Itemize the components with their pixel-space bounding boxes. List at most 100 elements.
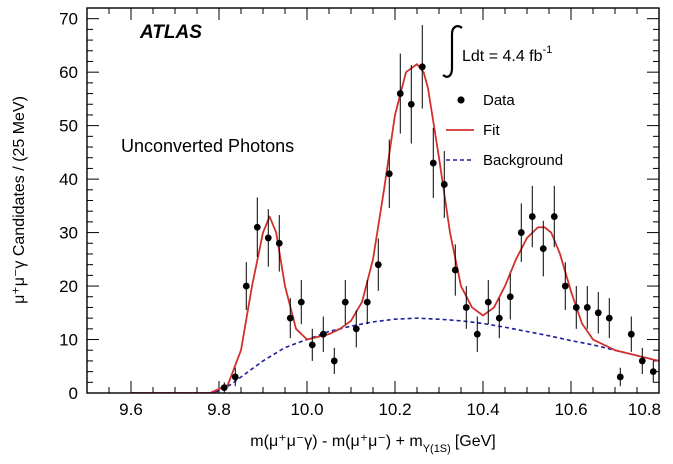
data-marker: [440, 181, 448, 188]
data-marker: [638, 357, 646, 365]
data-point: [330, 347, 338, 375]
data-marker: [561, 282, 569, 290]
data-marker: [253, 223, 261, 231]
data-marker: [418, 63, 426, 71]
legend-label-fit: Fit: [483, 122, 500, 139]
y-tick-label: 10: [59, 331, 78, 350]
y-tick-label: 70: [59, 10, 78, 29]
data-point: [385, 139, 393, 209]
y-tick-label: 40: [59, 170, 78, 189]
data-marker: [506, 293, 514, 301]
data-point: [231, 367, 239, 387]
data-marker: [363, 298, 371, 306]
legend-label-data: Data: [483, 92, 515, 109]
data-point: [374, 238, 382, 291]
x-axis-title: m(μ⁺μ⁻γ) - m(μ⁺μ⁻) + mΥ(1S) [GeV]: [250, 433, 495, 455]
data-marker: [286, 314, 294, 322]
data-point: [605, 298, 613, 339]
data-point: [396, 53, 404, 134]
data-marker: [528, 213, 536, 220]
data-marker: [385, 170, 393, 178]
data-point: [297, 280, 305, 325]
data-point: [264, 209, 272, 267]
x-tick-label: 10.0: [290, 400, 323, 419]
data-marker: [594, 309, 602, 317]
data-point: [572, 286, 580, 329]
data-point: [616, 367, 624, 387]
x-tick-label: 10.2: [378, 400, 411, 419]
data-point: [561, 262, 569, 310]
y-tick-label: 30: [59, 224, 78, 243]
data-marker: [330, 357, 338, 365]
x-axis-title-main: m(μ⁺μ⁻γ) - m(μ⁺μ⁻) + m: [250, 433, 422, 450]
data-point: [308, 328, 316, 361]
data-marker: [616, 373, 624, 381]
data-marker: [517, 229, 525, 236]
data-point: [528, 185, 536, 248]
x-tick-label: 10.4: [466, 400, 499, 419]
y-tick-label: 50: [59, 117, 78, 136]
legend-label-background: Background: [483, 152, 563, 169]
series-layer: [131, 25, 659, 393]
legend-marker-data: [457, 96, 465, 104]
data-marker: [264, 234, 272, 242]
luminosity-exponent: -1: [543, 44, 553, 56]
data-point: [484, 280, 492, 325]
data-marker: [319, 330, 327, 338]
data-point: [517, 203, 525, 262]
data-marker: [484, 298, 492, 306]
data-point: [451, 244, 459, 296]
data-point: [440, 151, 448, 218]
y-tick-label: 20: [59, 277, 78, 296]
data-marker: [429, 159, 437, 167]
y-tick-label: 60: [59, 63, 78, 82]
data-point: [594, 292, 602, 334]
data-marker: [374, 261, 382, 269]
x-axis-ticks: 9.6 9.8 10.0 10.2 10.4 10.6 10.8: [86, 8, 661, 419]
data-point: [286, 298, 294, 339]
data-marker: [220, 384, 228, 392]
y-axis-ticks: 0 10 20 30 40 50 60 70: [59, 7, 659, 403]
data-marker: [583, 304, 591, 311]
data-point: [418, 25, 426, 109]
data-marker: [352, 325, 360, 333]
background-curve: [131, 317, 659, 393]
y-tick-label: 0: [69, 384, 78, 403]
data-point: [341, 280, 349, 325]
data-point: [473, 316, 481, 352]
data-point: [242, 262, 250, 310]
integral-sign-icon: [442, 25, 463, 78]
data-marker: [462, 304, 470, 311]
data-point: [649, 360, 657, 383]
data-marker: [539, 245, 547, 253]
x-axis-title-subscript: Υ(1S): [423, 443, 451, 455]
data-marker: [550, 213, 558, 220]
data-marker: [297, 298, 305, 306]
data-marker: [451, 266, 459, 274]
x-tick-label: 9.6: [119, 400, 143, 419]
data-marker: [308, 341, 316, 349]
data-point: [407, 64, 415, 144]
data-point: [319, 316, 327, 352]
data-marker: [242, 282, 250, 290]
y-axis-title: μ⁺μ⁻γ Candidates / (25 MeV): [11, 96, 28, 304]
fit-curve: [131, 63, 659, 393]
data-point: [352, 310, 360, 348]
data-point: [429, 128, 437, 199]
data-point: [627, 316, 635, 352]
data-marker: [605, 314, 613, 322]
luminosity-text: Ldt = 4.4 fb: [462, 48, 543, 65]
luminosity-label: Ldt = 4.4 fb-1: [442, 25, 553, 78]
x-tick-label: 10.6: [554, 400, 587, 419]
data-point: [495, 298, 503, 339]
x-tick-label: 10.8: [628, 400, 661, 419]
data-point: [275, 214, 283, 272]
data-marker: [627, 330, 635, 338]
data-point: [363, 280, 371, 325]
legend: Data Fit Background: [446, 92, 563, 169]
data-marker: [407, 100, 415, 108]
data-point: [550, 185, 558, 248]
x-axis-title-unit: [GeV]: [455, 433, 496, 450]
data-point: [462, 286, 470, 329]
